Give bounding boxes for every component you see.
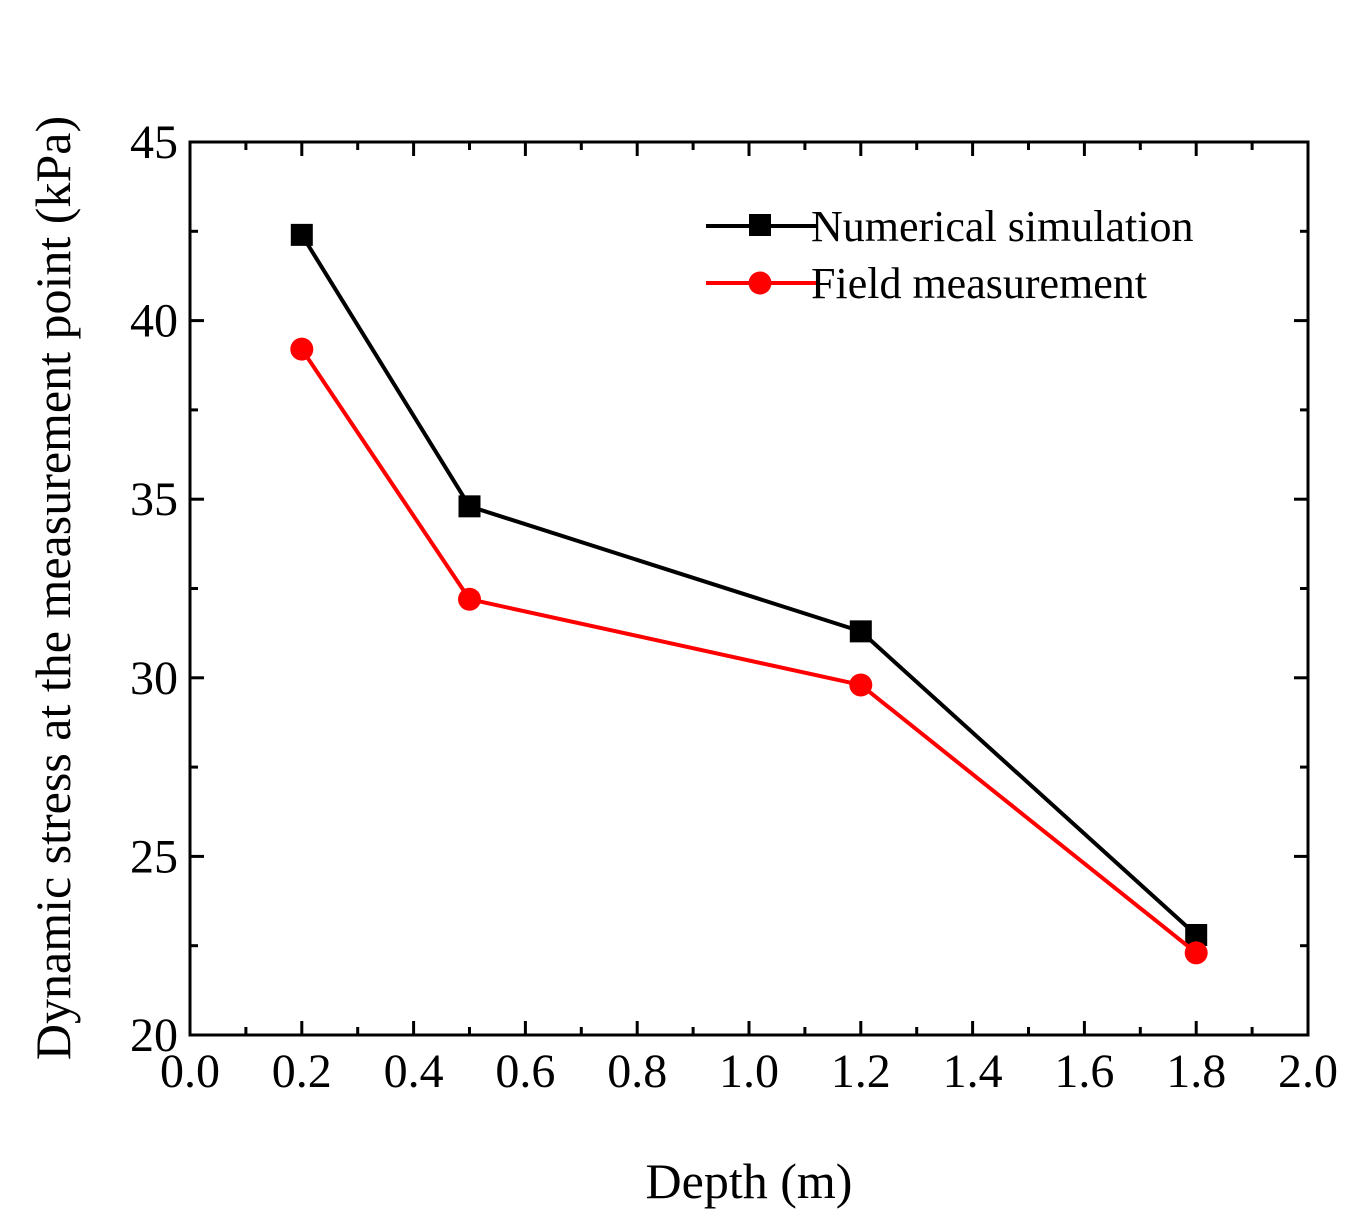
x-tick-label: 1.0	[719, 1045, 779, 1098]
x-tick-label: 1.2	[831, 1045, 891, 1098]
x-tick-label: 0.6	[495, 1045, 555, 1098]
plot-frame	[188, 140, 1310, 1037]
data-point-field-measurement	[290, 337, 314, 361]
y-tick-label: 30	[130, 652, 178, 705]
x-tick-label: 0.0	[160, 1045, 220, 1098]
x-axis-title: Depth (m)	[646, 1153, 853, 1209]
legend-label-numerical-simulation: Numerical simulation	[811, 202, 1193, 251]
legend-label-field-measurement: Field measurement	[811, 259, 1147, 308]
x-tick-label: 1.8	[1166, 1045, 1226, 1098]
legend-marker-field-measurement	[748, 271, 772, 295]
x-tick-label: 0.2	[272, 1045, 332, 1098]
series-line-field-measurement	[300, 348, 1198, 955]
data-point-numerical-simulation	[458, 495, 481, 518]
x-tick-label: 2.0	[1278, 1045, 1338, 1098]
x-tick-label: 1.4	[943, 1045, 1003, 1098]
data-point-field-measurement	[458, 587, 481, 611]
y-tick-label: 45	[130, 116, 178, 169]
y-axis-title: Dynamic stress at the measurement point …	[25, 116, 81, 1060]
data-point-numerical-simulation	[849, 620, 872, 643]
data-point-numerical-simulation	[1185, 923, 1208, 946]
y-tick-label: 40	[130, 295, 178, 348]
data-point-numerical-simulation	[290, 223, 313, 246]
legend: Numerical simulation Field measurement	[706, 202, 1193, 308]
data-point-field-measurement	[849, 673, 873, 697]
x-tick-label: 0.8	[607, 1045, 667, 1098]
y-tick-label: 25	[130, 830, 178, 883]
y-tick-label: 20	[130, 1009, 178, 1062]
series-line-numerical-simulation	[300, 233, 1198, 937]
y-tick-label: 35	[130, 473, 178, 526]
x-tick-label: 1.6	[1054, 1045, 1114, 1098]
legend-marker-numerical-simulation	[749, 214, 771, 236]
tick-labels: 0.0 0.2 0.4 0.6 0.8 1.0 1.2 1.4 1.6 1.8 2.0 20 25 30 3…	[130, 116, 1338, 1098]
data-point-field-measurement	[1184, 941, 1208, 965]
x-tick-label: 0.4	[384, 1045, 444, 1098]
series-layer	[290, 223, 1208, 965]
